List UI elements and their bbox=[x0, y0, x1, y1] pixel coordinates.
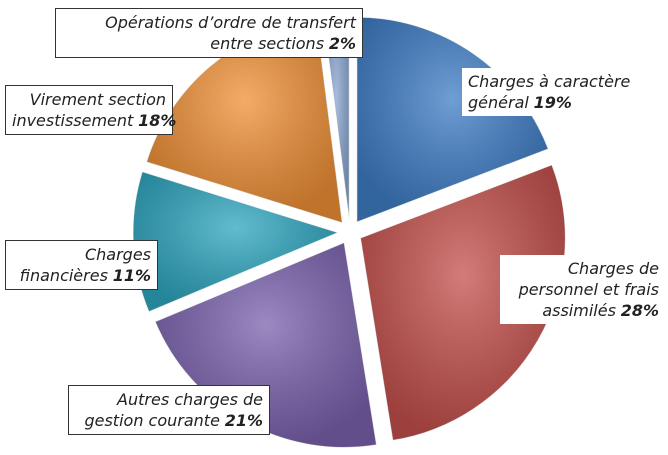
category-name: Virement section investissement bbox=[12, 90, 166, 130]
value-label: 19% bbox=[533, 93, 572, 112]
slice-label: Charges de personnel et frais assimilés 2… bbox=[500, 255, 665, 324]
slice-label: Autres charges de gestion courante 21% bbox=[68, 385, 270, 435]
value-label: 18% bbox=[138, 111, 177, 130]
value-label: 28% bbox=[620, 301, 659, 320]
slice-shade bbox=[360, 164, 566, 441]
category-name: Charges à caractère général bbox=[468, 72, 631, 112]
slice-label: Opérations d’ordre de transfert entre se… bbox=[55, 8, 363, 58]
category-name: Charges financières bbox=[19, 245, 151, 285]
category-name: Autres charges de gestion courante bbox=[84, 390, 263, 430]
slice-shade bbox=[133, 171, 339, 312]
value-label: 2% bbox=[328, 34, 356, 53]
slice-shade bbox=[323, 15, 350, 221]
slice-label: Charges financières 11% bbox=[5, 240, 158, 290]
slice-shade bbox=[146, 19, 343, 223]
value-label: 21% bbox=[224, 411, 263, 430]
category-name: Opérations d’ordre de transfert entre se… bbox=[105, 13, 356, 53]
slice-label: Virement section investissement 18% bbox=[5, 85, 177, 135]
slice-shade bbox=[356, 17, 549, 223]
slice-label: Charges à caractère général 19% bbox=[462, 68, 662, 116]
category-name: Charges de personnel et frais assimilés bbox=[518, 259, 659, 320]
value-label: 11% bbox=[112, 266, 151, 285]
